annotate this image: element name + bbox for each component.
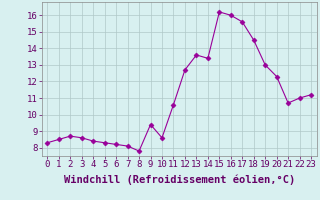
X-axis label: Windchill (Refroidissement éolien,°C): Windchill (Refroidissement éolien,°C): [64, 175, 295, 185]
